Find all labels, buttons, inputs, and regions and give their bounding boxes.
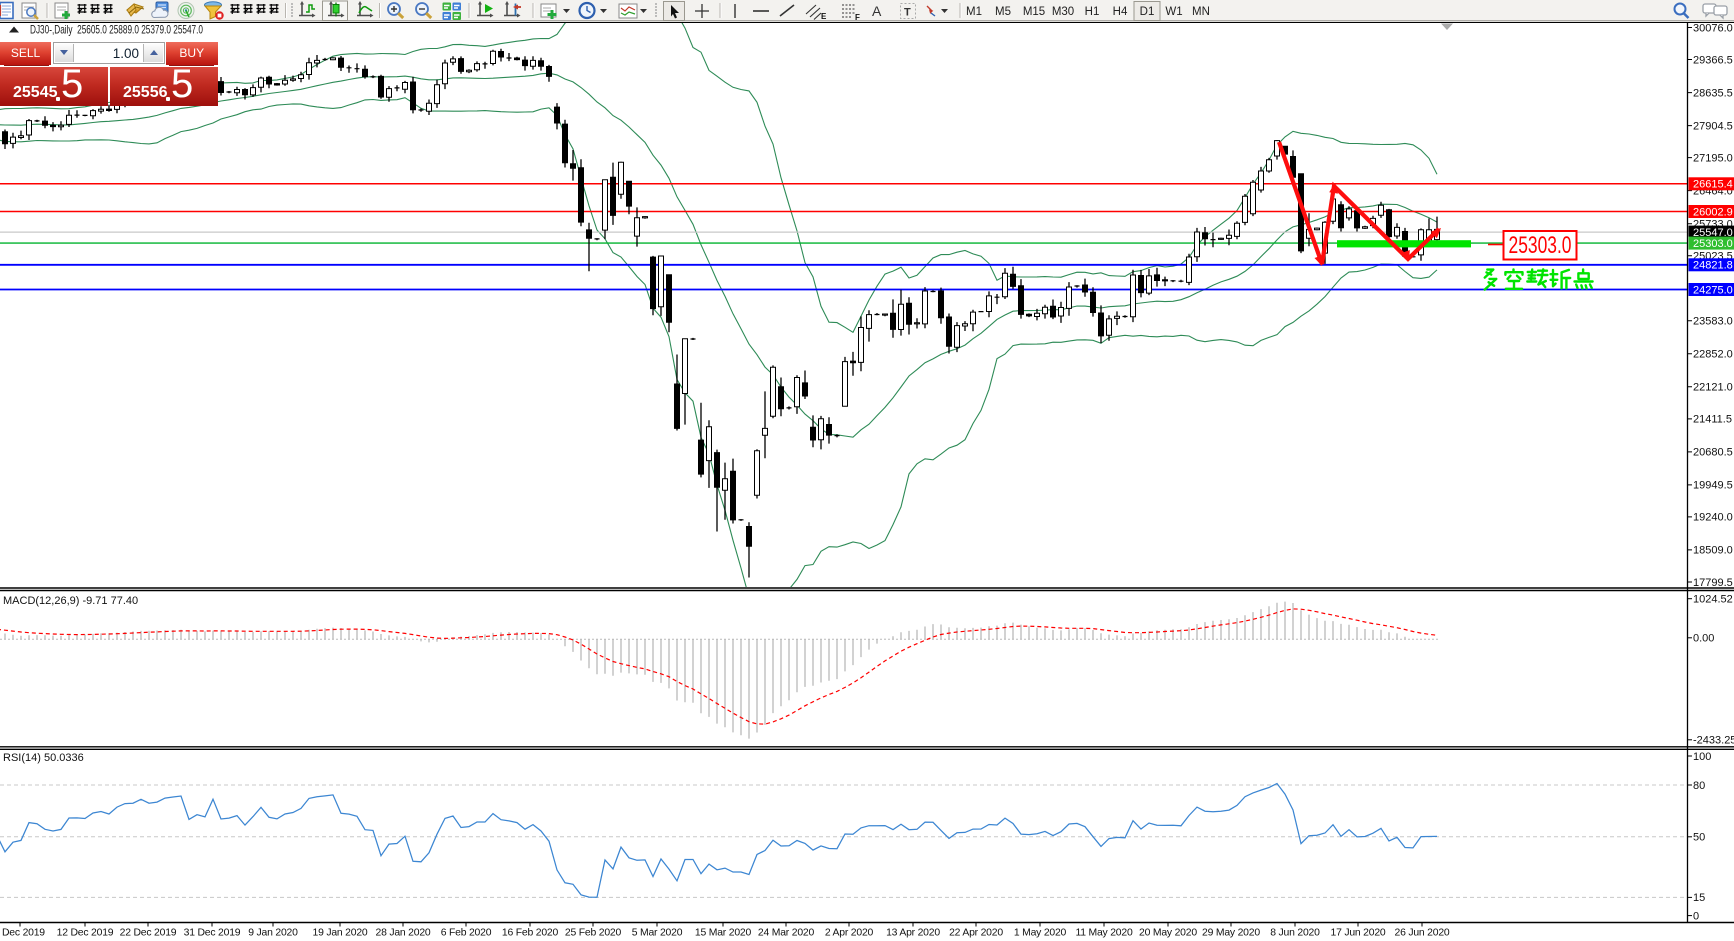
svg-text:Dec 2019: Dec 2019 — [2, 928, 45, 939]
svg-text:22121.0: 22121.0 — [1693, 382, 1733, 394]
svg-text:2 Apr 2020: 2 Apr 2020 — [825, 928, 874, 939]
svg-text:25303.0: 25303.0 — [1693, 238, 1733, 250]
svg-text:21411.5: 21411.5 — [1693, 414, 1732, 426]
svg-text:MN: MN — [1192, 6, 1210, 18]
svg-text:E: E — [821, 12, 827, 21]
svg-text:31 Dec 2019: 31 Dec 2019 — [184, 928, 241, 939]
svg-text:17799.5: 17799.5 — [1693, 577, 1733, 589]
svg-text:F: F — [855, 13, 860, 22]
svg-text:DJ30-,Daily 25605.0 25889.0 2: DJ30-,Daily 25605.0 25889.0 25379.0 2554… — [30, 23, 203, 37]
svg-text:8 Jun 2020: 8 Jun 2020 — [1270, 928, 1320, 939]
svg-text:1024.52: 1024.52 — [1693, 594, 1733, 606]
svg-text:22852.0: 22852.0 — [1693, 349, 1733, 361]
svg-text:12 Dec 2019: 12 Dec 2019 — [57, 928, 114, 939]
svg-text:50: 50 — [1693, 832, 1705, 844]
svg-text:28 Jan 2020: 28 Jan 2020 — [376, 928, 431, 939]
svg-text:9 Jan 2020: 9 Jan 2020 — [248, 928, 298, 939]
svg-text:T: T — [904, 7, 911, 19]
svg-text:26 Jun 2020: 26 Jun 2020 — [1395, 928, 1450, 939]
svg-text:19949.5: 19949.5 — [1693, 480, 1733, 492]
svg-text:-2433.25: -2433.25 — [1693, 735, 1734, 747]
svg-text:100: 100 — [1693, 751, 1711, 763]
svg-text:22 Apr 2020: 22 Apr 2020 — [949, 928, 1003, 939]
svg-text:MACD(12,26,9) -9.71 77.40: MACD(12,26,9) -9.71 77.40 — [3, 595, 138, 607]
svg-text:H4: H4 — [1113, 6, 1128, 18]
svg-text:25303.0: 25303.0 — [1509, 232, 1572, 259]
svg-text:H1: H1 — [1085, 6, 1100, 18]
svg-text:29366.5: 29366.5 — [1693, 54, 1733, 66]
svg-text:16 Feb 2020: 16 Feb 2020 — [502, 928, 559, 939]
svg-text:26615.4: 26615.4 — [1693, 179, 1733, 191]
svg-text:RSI(14) 50.0336: RSI(14) 50.0336 — [3, 752, 84, 764]
svg-text:11 May 2020: 11 May 2020 — [1075, 928, 1133, 939]
svg-text:W1: W1 — [1165, 6, 1182, 18]
svg-text:15: 15 — [1693, 892, 1705, 904]
svg-text:1 May 2020: 1 May 2020 — [1014, 928, 1067, 939]
svg-text:27195.0: 27195.0 — [1693, 152, 1733, 164]
svg-text:20680.5: 20680.5 — [1693, 447, 1733, 459]
svg-text:0: 0 — [1693, 910, 1699, 922]
svg-text:18509.0: 18509.0 — [1693, 545, 1733, 557]
svg-text:A: A — [872, 3, 882, 19]
svg-text:13 Apr 2020: 13 Apr 2020 — [886, 928, 940, 939]
svg-text:24275.0: 24275.0 — [1693, 284, 1733, 296]
svg-text:M1: M1 — [966, 6, 982, 18]
svg-text:17 Jun 2020: 17 Jun 2020 — [1331, 928, 1386, 939]
svg-text:23583.0: 23583.0 — [1693, 316, 1733, 328]
svg-text:27904.5: 27904.5 — [1693, 120, 1733, 132]
svg-text:24 Mar 2020: 24 Mar 2020 — [758, 928, 815, 939]
svg-text:22 Dec 2019: 22 Dec 2019 — [120, 928, 177, 939]
svg-text:15 Mar 2020: 15 Mar 2020 — [695, 928, 752, 939]
svg-text:25 Feb 2020: 25 Feb 2020 — [565, 928, 622, 939]
svg-text:25547.0: 25547.0 — [1693, 227, 1733, 239]
svg-text:M30: M30 — [1052, 6, 1074, 18]
svg-text:19 Jan 2020: 19 Jan 2020 — [313, 928, 368, 939]
svg-text:24821.8: 24821.8 — [1693, 260, 1733, 272]
svg-text:28635.5: 28635.5 — [1693, 87, 1733, 99]
svg-text:19240.0: 19240.0 — [1693, 512, 1733, 524]
svg-text:80: 80 — [1693, 780, 1705, 792]
svg-text:D1: D1 — [1140, 6, 1155, 18]
svg-text:6 Feb 2020: 6 Feb 2020 — [441, 928, 492, 939]
svg-text:20 May 2020: 20 May 2020 — [1139, 928, 1197, 939]
svg-text:M5: M5 — [995, 6, 1011, 18]
svg-text:M15: M15 — [1023, 6, 1045, 18]
svg-text:29 May 2020: 29 May 2020 — [1202, 928, 1260, 939]
svg-text:5 Mar 2020: 5 Mar 2020 — [632, 928, 683, 939]
svg-text:0.00: 0.00 — [1693, 633, 1714, 645]
svg-text:30076.0: 30076.0 — [1693, 22, 1733, 34]
svg-text:26002.9: 26002.9 — [1693, 206, 1733, 218]
